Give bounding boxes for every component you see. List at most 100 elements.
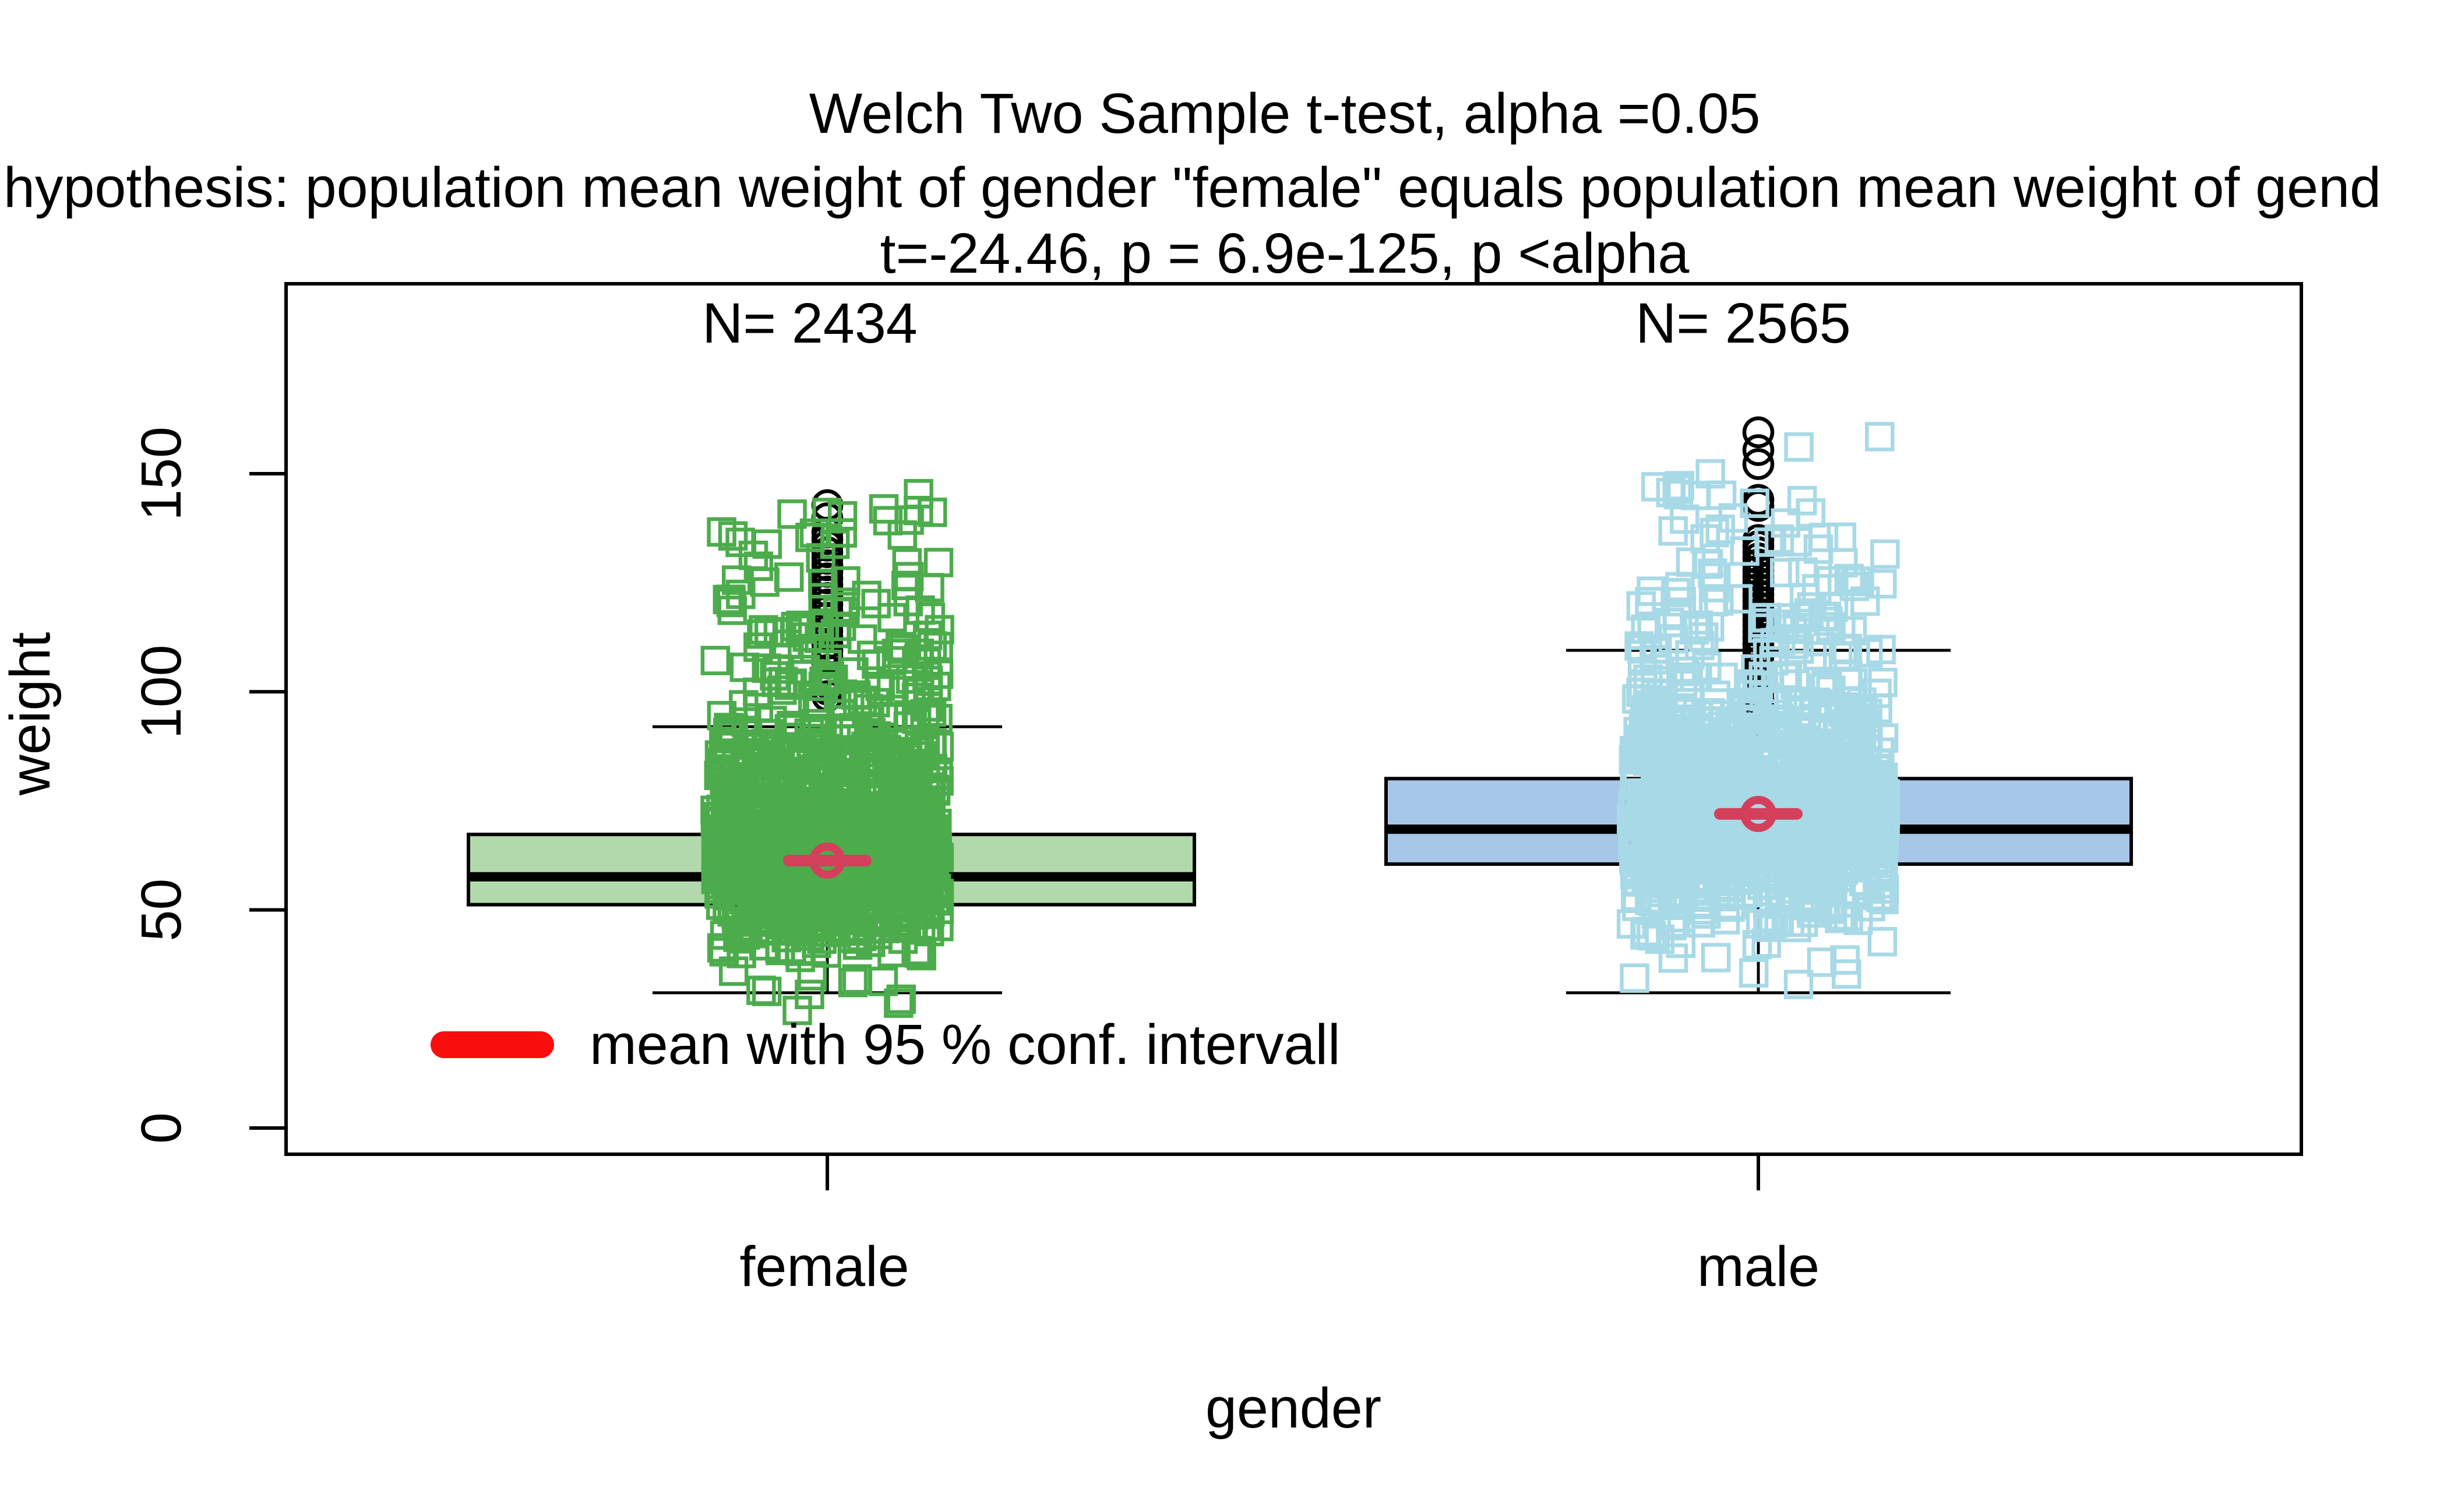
jitter-point <box>1818 592 1849 622</box>
jitter-point <box>1737 671 1767 702</box>
jitter-point <box>792 882 822 911</box>
jitter-point <box>1834 563 1864 594</box>
male-jitter-cloud <box>1616 422 1901 999</box>
outlier-circle <box>1742 416 1775 449</box>
jitter-point <box>1642 785 1673 815</box>
jitter-point <box>801 796 831 826</box>
jitter-point <box>1637 802 1667 832</box>
jitter-point <box>1835 792 1865 822</box>
jitter-point <box>1675 640 1705 670</box>
jitter-point <box>1832 633 1863 664</box>
jitter-point <box>731 707 761 737</box>
female-group <box>467 479 1196 1190</box>
jitter-point <box>1639 887 1669 917</box>
jitter-point <box>1761 755 1792 785</box>
jitter-point <box>720 767 749 796</box>
jitter-point <box>1722 714 1752 744</box>
jitter-point <box>1821 839 1852 869</box>
jitter-point <box>714 870 744 901</box>
jitter-point <box>838 968 868 998</box>
jitter-point <box>1764 524 1794 554</box>
jitter-point <box>743 632 773 662</box>
y-tick-label: 100 <box>129 644 193 739</box>
jitter-point <box>1797 898 1827 928</box>
jitter-point <box>725 527 755 558</box>
jitter-point <box>750 567 780 597</box>
jitter-point <box>827 735 856 765</box>
jitter-point <box>1783 970 1814 999</box>
jitter-point <box>760 661 789 691</box>
jitter-point <box>701 834 731 864</box>
jitter-point <box>820 529 850 559</box>
plot-frame <box>284 282 2303 1156</box>
jitter-point <box>876 646 906 676</box>
jitter-point <box>865 858 894 889</box>
jitter-point <box>1764 905 1794 936</box>
jitter-point <box>743 741 773 771</box>
jitter-point <box>1754 527 1784 557</box>
jitter-point <box>1869 884 1899 915</box>
jitter-point <box>1784 432 1814 462</box>
jitter-point <box>1639 634 1669 664</box>
jitter-point <box>774 562 804 592</box>
x-tick-label-female: female <box>739 1235 909 1298</box>
jitter-point <box>1665 471 1695 501</box>
jitter-point <box>782 995 812 1025</box>
jitter-point <box>1657 911 1687 940</box>
jitter-point <box>886 984 916 1014</box>
jitter-point <box>1832 667 1862 696</box>
jitter-point <box>1853 638 1883 668</box>
jitter-point <box>1834 776 1864 806</box>
jitter-point <box>922 833 952 863</box>
jitter-point <box>723 922 753 952</box>
jitter-point <box>892 827 922 857</box>
jitter-point <box>1764 773 1794 803</box>
jitter-point <box>1751 718 1780 748</box>
jitter-point <box>1782 848 1813 878</box>
jitter-point <box>1666 587 1697 617</box>
jitter-point <box>1811 669 1841 700</box>
male-group <box>1384 416 2133 1190</box>
jitter-point <box>1739 958 1769 988</box>
jitter-point <box>1769 558 1800 588</box>
x-axis-title: gender <box>1205 1376 1381 1440</box>
jitter-point <box>713 718 743 748</box>
mean-point <box>809 843 845 879</box>
jitter-point <box>1701 943 1731 972</box>
jitter-point <box>812 938 841 968</box>
jitter-point <box>854 904 884 935</box>
jitter-point <box>904 496 933 526</box>
jitter-point <box>1644 746 1674 776</box>
jitter-point <box>1839 760 1870 791</box>
jitter-point <box>1701 562 1731 592</box>
jitter-point <box>1815 890 1845 920</box>
y-tick-label: 150 <box>129 427 193 521</box>
jitter-point <box>1845 566 1874 596</box>
jitter-point <box>1769 662 1799 692</box>
jitter-point <box>812 498 842 527</box>
chart-title-line3: t=-24.46, p = 6.9e-125, p <alpha <box>880 221 1690 285</box>
jitter-point <box>1699 824 1729 854</box>
jitter-point <box>719 806 749 836</box>
jitter-point <box>1676 547 1706 577</box>
chart-graphics: 0 50 100 150 <box>129 416 2133 1190</box>
jitter-point <box>1829 831 1859 861</box>
jitter-point <box>1863 788 1893 818</box>
jitter-point <box>1858 761 1888 791</box>
jitter-point <box>1695 459 1725 489</box>
jitter-point <box>1816 612 1846 642</box>
jitter-point <box>754 866 784 897</box>
jitter-point <box>883 777 913 808</box>
jitter-point <box>794 781 824 811</box>
jitter-point <box>1867 569 1897 599</box>
jitter-point <box>905 938 935 968</box>
outlier-circle <box>1742 448 1775 480</box>
jitter-point <box>1865 737 1895 767</box>
jitter-point <box>1674 679 1704 709</box>
jitter-point <box>1659 854 1688 884</box>
jitter-point <box>812 738 841 767</box>
jitter-point <box>1753 845 1783 875</box>
jitter-point <box>1628 709 1659 739</box>
